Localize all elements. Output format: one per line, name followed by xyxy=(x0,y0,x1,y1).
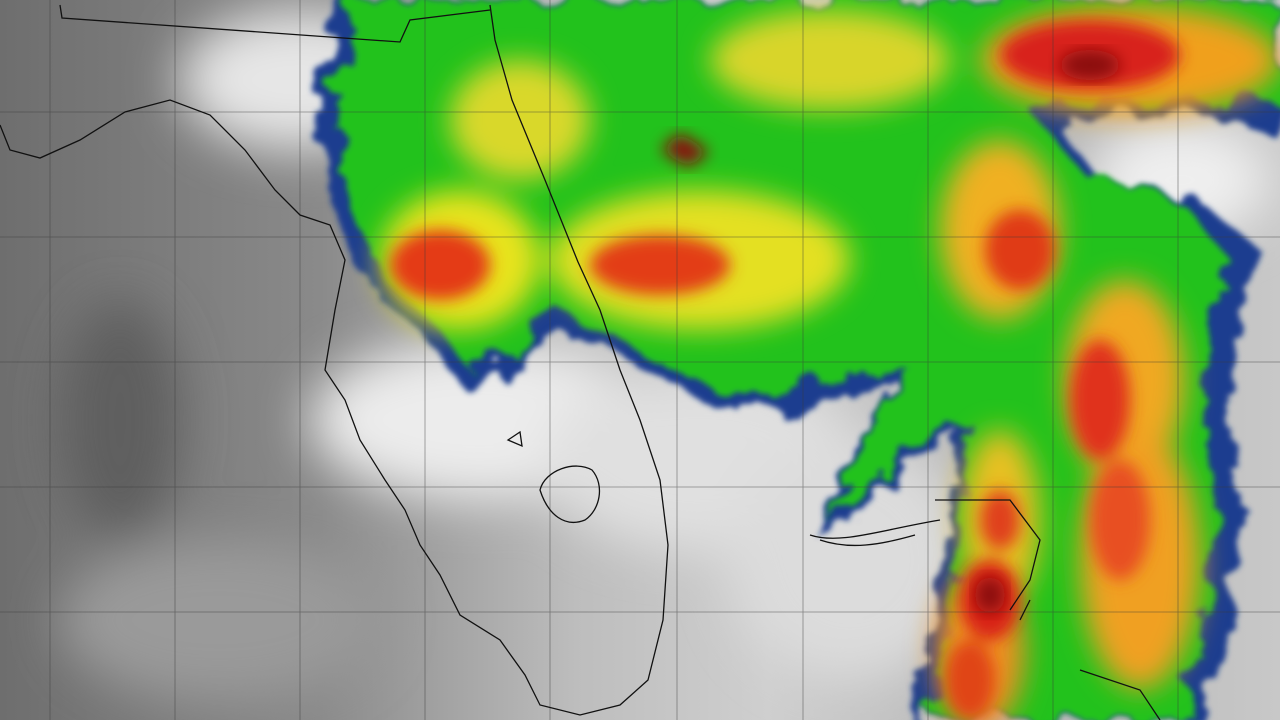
island-coast xyxy=(935,499,1041,621)
island-coast xyxy=(809,519,941,547)
island-coast xyxy=(1079,669,1161,720)
state-border xyxy=(59,4,491,43)
storm-core xyxy=(660,50,1120,613)
lake xyxy=(539,465,601,523)
lake xyxy=(506,430,523,448)
florida-coast xyxy=(0,4,669,716)
coastlines xyxy=(0,4,1161,720)
